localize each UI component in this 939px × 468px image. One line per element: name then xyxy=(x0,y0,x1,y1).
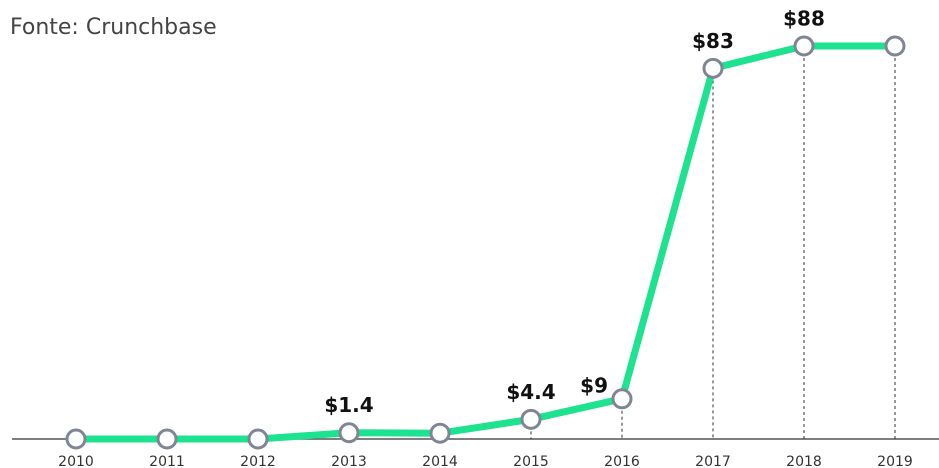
x-tick-label: 2013 xyxy=(331,454,367,468)
x-tick-label: 2010 xyxy=(58,454,94,468)
x-tick-label: 2011 xyxy=(149,454,185,468)
point-marker xyxy=(793,35,815,57)
line-series xyxy=(76,42,895,443)
point-marker xyxy=(338,422,360,444)
point-marker xyxy=(65,428,87,450)
value-label: $4.4 xyxy=(506,380,555,404)
x-tick-label: 2019 xyxy=(877,454,913,468)
point-marker xyxy=(611,388,633,410)
point-marker xyxy=(429,422,451,444)
x-tick-label: 2016 xyxy=(604,454,640,468)
point-marker xyxy=(247,428,269,450)
value-label: $9 xyxy=(580,373,608,397)
x-tick-label: 2014 xyxy=(422,454,458,468)
point-marker xyxy=(156,428,178,450)
point-marker xyxy=(520,408,542,430)
value-label: $83 xyxy=(692,29,734,53)
chart-subtitle: Fonte: Crunchbase xyxy=(10,15,217,40)
x-tick-label: 2017 xyxy=(695,454,731,468)
value-label: $1.4 xyxy=(324,393,373,417)
point-marker xyxy=(702,57,724,79)
value-label: $88 xyxy=(783,7,825,31)
x-tick-label: 2015 xyxy=(513,454,549,468)
point-marker xyxy=(884,35,906,57)
x-tick-label: 2018 xyxy=(786,454,822,468)
x-tick-label: 2012 xyxy=(240,454,276,468)
